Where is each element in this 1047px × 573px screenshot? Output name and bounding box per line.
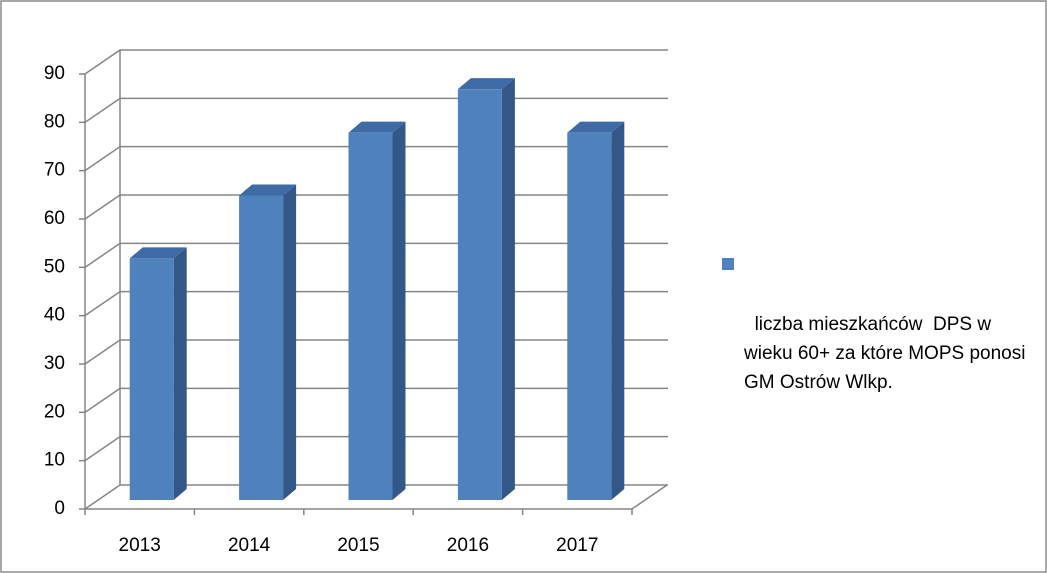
- bar-side: [283, 184, 297, 500]
- x-tick-label: 2013: [119, 535, 161, 556]
- bar-side: [173, 247, 187, 500]
- x-tick-label: 2016: [447, 535, 489, 556]
- bar-side: [392, 121, 406, 501]
- x-tick-label: 2017: [556, 535, 598, 556]
- y-tick-label: 70: [44, 160, 65, 181]
- bar-top: [567, 121, 625, 133]
- bar-top: [457, 78, 515, 90]
- x-tick-label: 2014: [228, 535, 271, 556]
- y-tick-label: 20: [44, 401, 65, 422]
- bar: [457, 89, 502, 501]
- bar: [129, 258, 174, 500]
- bar-top: [239, 184, 297, 196]
- bar-side: [501, 78, 515, 501]
- y-tick-label: 50: [44, 256, 65, 277]
- x-tick-label: 2015: [337, 535, 379, 556]
- y-tick-label: 80: [44, 111, 65, 132]
- legend: liczba mieszkańców DPS w wieku 60+ za kt…: [720, 252, 1040, 397]
- y-tick-label: 10: [44, 450, 65, 471]
- legend-label: liczba mieszkańców DPS w wieku 60+ za kt…: [744, 314, 1031, 393]
- y-tick-label: 60: [44, 208, 65, 229]
- grid-line: [84, 49, 668, 75]
- y-tick-label: 0: [54, 498, 65, 519]
- y-tick-label: 90: [44, 63, 65, 84]
- bar: [239, 195, 284, 500]
- bar: [348, 132, 393, 500]
- bar: [567, 132, 612, 500]
- bar-top: [348, 121, 406, 133]
- y-tick-label: 30: [44, 353, 65, 374]
- bar-side: [611, 121, 625, 501]
- y-tick-label: 40: [44, 305, 65, 326]
- legend-swatch: [722, 258, 734, 270]
- bar-top: [129, 247, 187, 259]
